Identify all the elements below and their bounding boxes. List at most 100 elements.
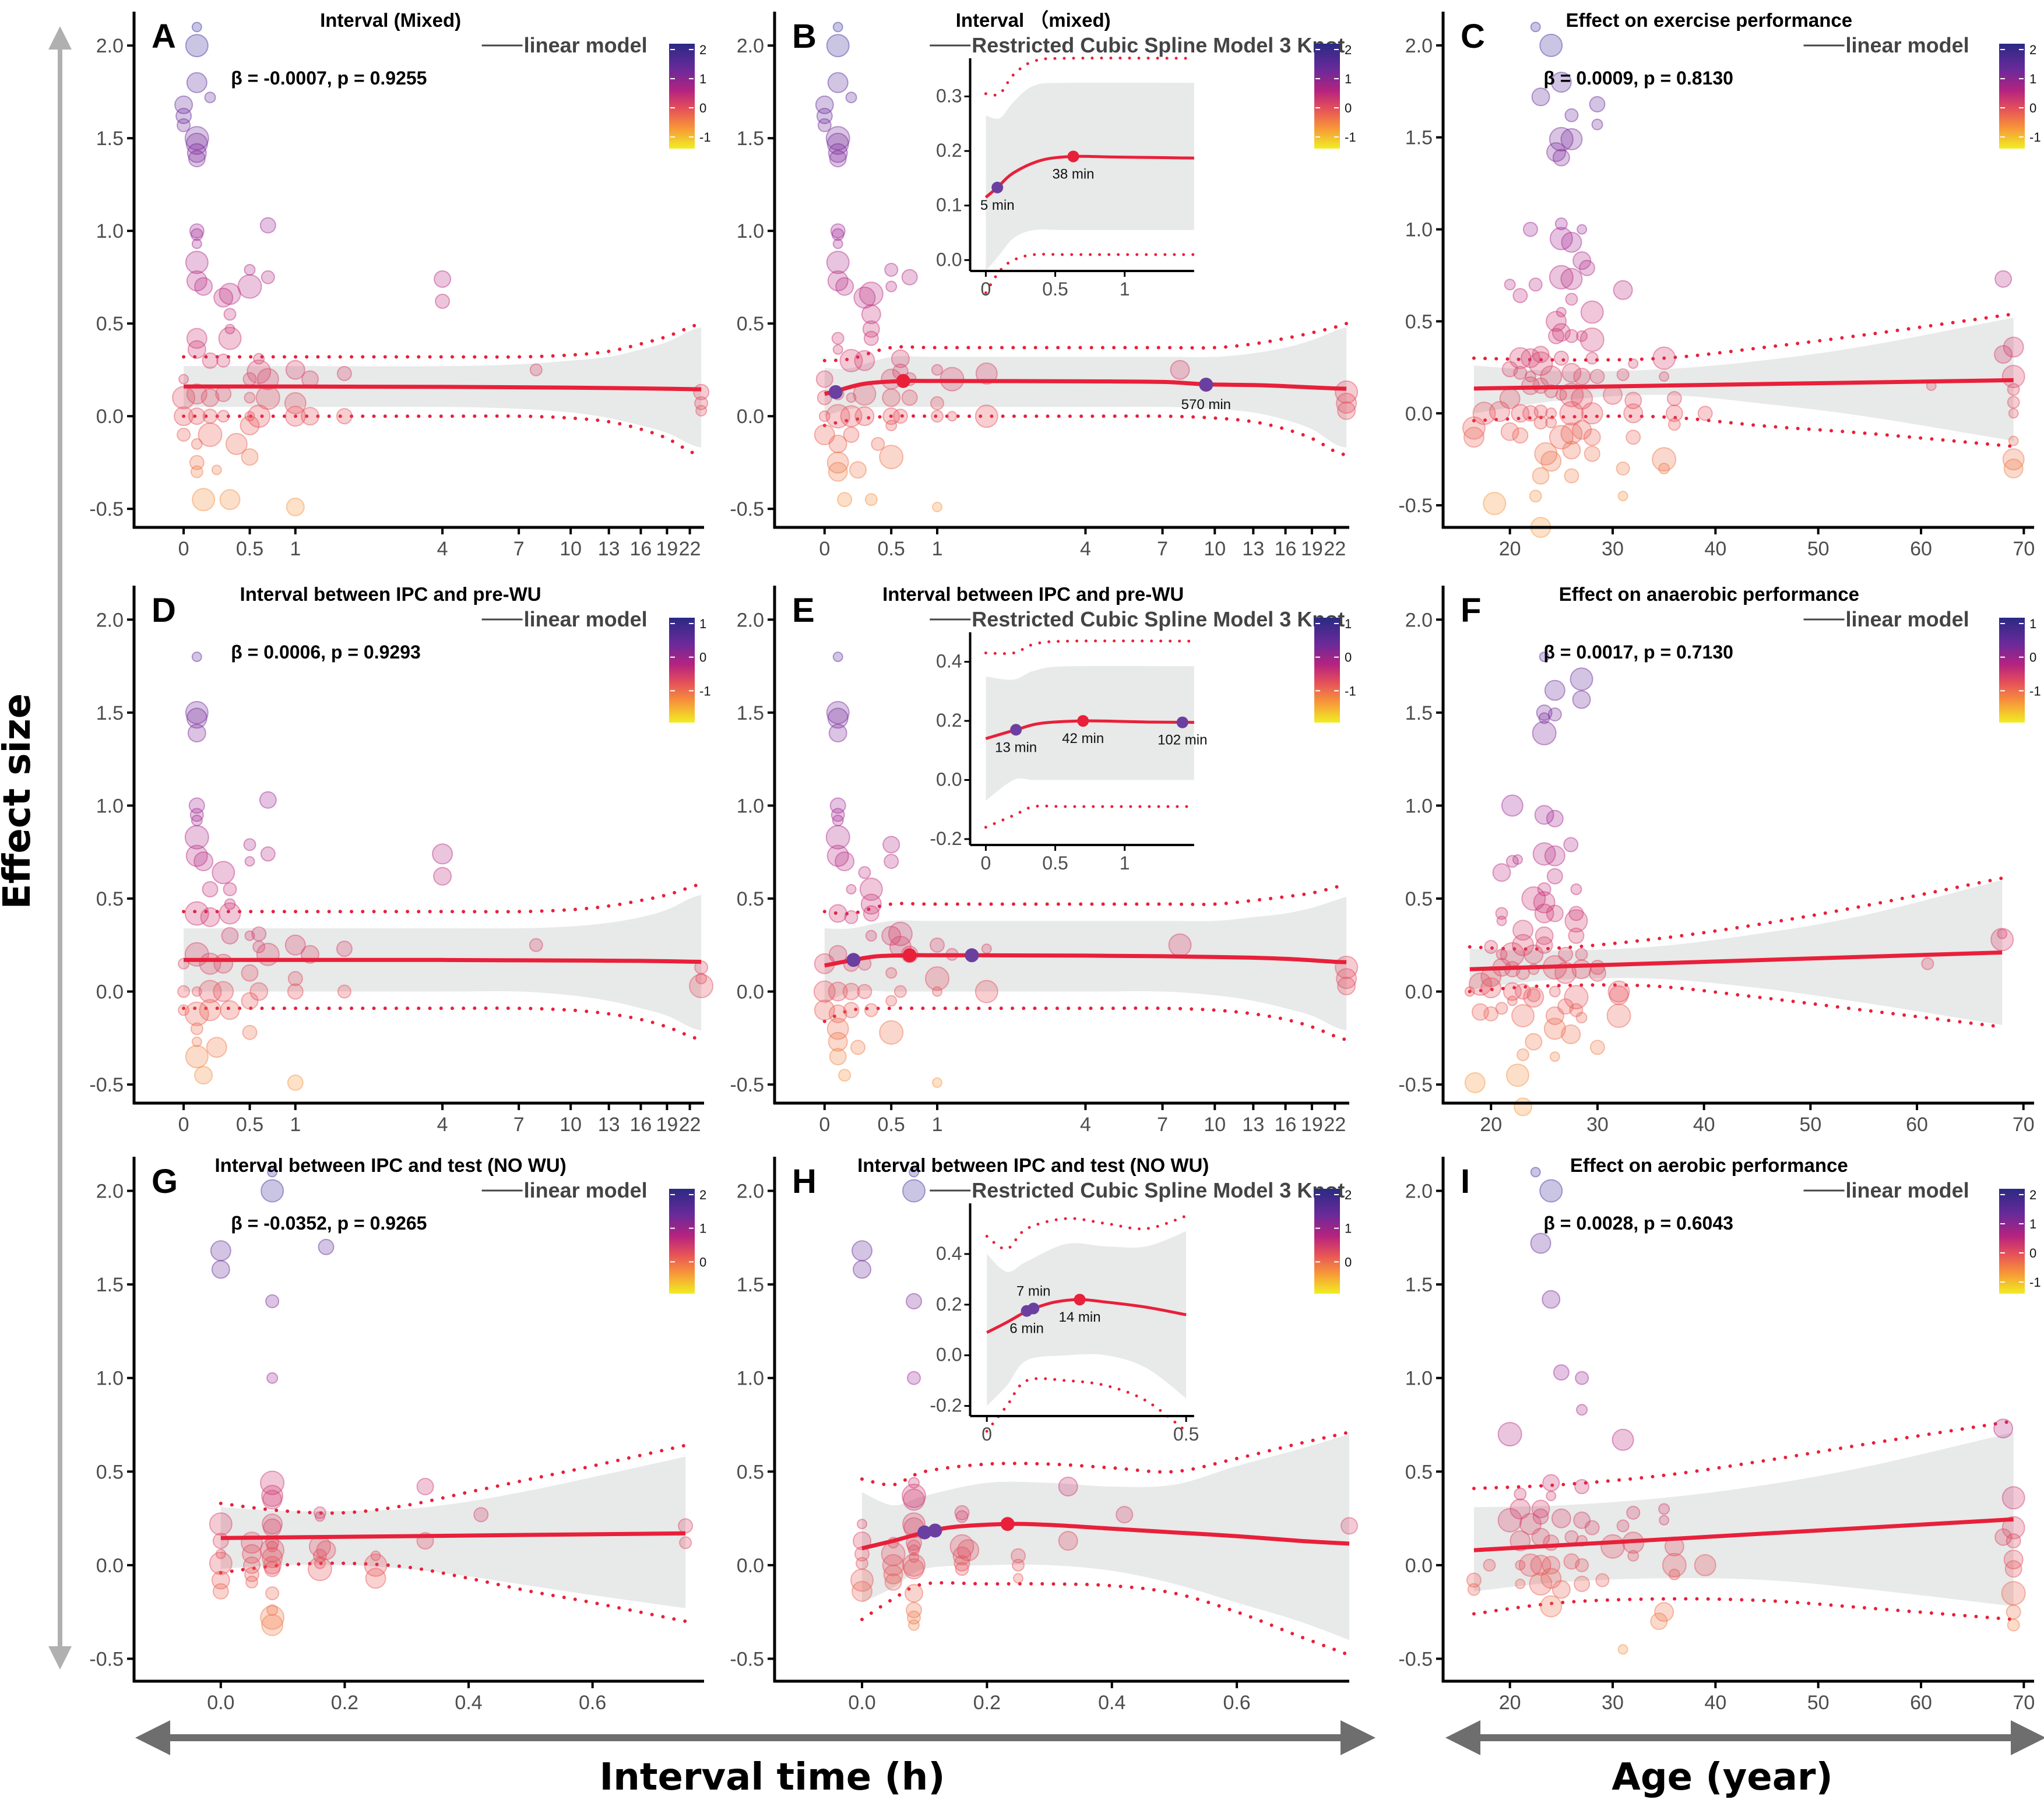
x-axis-label-age: Age (year)	[1612, 1756, 1833, 1799]
data-point	[1667, 418, 1681, 431]
y-tick-label: 2.0	[96, 35, 124, 57]
y-tick-label: -0.5	[730, 498, 764, 520]
data-point	[1546, 1491, 1557, 1501]
data-point	[1561, 1024, 1581, 1044]
data-point	[1529, 490, 1542, 503]
data-point	[178, 1004, 190, 1016]
colorbar	[1999, 44, 2025, 149]
data-point	[242, 1544, 262, 1564]
colorbar	[669, 618, 695, 723]
x-tick-label: 4	[437, 538, 448, 560]
y-tick-label: 1.0	[737, 795, 764, 817]
data-point	[1666, 391, 1682, 406]
inset-y-tick-label: 0.2	[936, 710, 962, 731]
data-point	[202, 409, 218, 424]
data-point	[1558, 946, 1574, 962]
data-point	[174, 406, 194, 427]
data-point	[1505, 855, 1519, 868]
x-tick-label: 60	[1910, 1692, 1932, 1714]
data-point	[1652, 346, 1676, 370]
data-point	[826, 451, 849, 474]
data-point	[213, 953, 234, 974]
colorbar	[669, 1189, 695, 1294]
inset-lower-bound	[984, 252, 1196, 294]
x-tick-label: 4	[437, 1114, 448, 1136]
x-tick-label: 19	[1301, 1114, 1323, 1136]
data-point	[191, 652, 202, 663]
data-point	[842, 983, 860, 1001]
x-tick-label: 19	[1301, 538, 1323, 560]
data-point	[2008, 435, 2019, 446]
colorbar-tick-label: 0	[699, 1255, 706, 1269]
data-point	[1990, 928, 2014, 952]
data-point	[1512, 920, 1533, 941]
data-point	[177, 985, 191, 998]
x-tick-label: 60	[1910, 538, 1932, 560]
data-point	[815, 370, 833, 388]
data-point	[892, 409, 908, 424]
data-point	[1583, 428, 1601, 446]
y-tick-label: 0.0	[96, 1555, 124, 1577]
stat-annotation: β = -0.0352, p = 0.9265	[231, 1213, 427, 1234]
colorbar	[1314, 618, 1340, 723]
data-point	[1501, 361, 1518, 378]
data-point	[264, 1561, 281, 1577]
data-point	[370, 1550, 381, 1561]
data-point	[190, 228, 203, 241]
data-point	[194, 277, 213, 296]
data-point	[832, 22, 843, 33]
data-point	[1575, 1558, 1589, 1572]
data-point	[1542, 1290, 1561, 1309]
inset-knot-label: 6 min	[1009, 1321, 1044, 1337]
data-point	[200, 388, 220, 407]
data-point	[1626, 1505, 1641, 1520]
data-point	[1552, 1580, 1571, 1599]
data-point	[2003, 459, 2024, 478]
data-point	[177, 428, 191, 442]
data-point	[1573, 1511, 1591, 1529]
data-point	[864, 1003, 878, 1017]
x-axis-label-interval: Interval time (h)	[599, 1756, 945, 1799]
data-point	[825, 404, 850, 429]
data-point	[252, 940, 266, 953]
data-point	[243, 1556, 261, 1574]
data-point	[191, 22, 202, 33]
data-point	[1464, 1072, 1486, 1093]
y-tick-label: 1.0	[1405, 795, 1433, 817]
data-point	[852, 1580, 873, 1602]
data-point	[903, 1558, 924, 1580]
inset-knot-marker	[1010, 724, 1022, 736]
data-point	[909, 1167, 919, 1178]
data-point	[1560, 267, 1583, 290]
inset-confidence-band	[986, 82, 1194, 271]
data-point	[473, 1507, 489, 1523]
stat-annotation: β = 0.0009, p = 0.8130	[1543, 68, 1733, 89]
y-tick-label: 1.0	[96, 220, 124, 242]
data-point	[885, 995, 898, 1007]
data-point	[813, 980, 836, 1003]
data-point	[932, 502, 942, 512]
data-point	[1579, 328, 1605, 352]
legend-label: linear model	[524, 33, 648, 57]
data-point	[882, 1554, 905, 1576]
data-point	[1546, 142, 1566, 162]
data-point	[191, 986, 202, 997]
inset-plot: 6 min 7 min 14 min -0.2 0.0 0.2 0.4 0 0.5	[930, 1203, 1199, 1445]
stat-annotation: β = -0.0007, p = 0.9255	[231, 68, 427, 89]
colorbar-tick-label: 1	[2029, 1217, 2036, 1231]
lower-dotted-bound	[182, 1006, 703, 1042]
data-point	[185, 844, 208, 867]
data-point	[1537, 882, 1552, 896]
data-point	[1011, 1548, 1026, 1563]
data-point	[336, 941, 353, 957]
data-point	[223, 882, 237, 896]
data-point	[1574, 1479, 1590, 1494]
data-point	[1659, 371, 1670, 382]
data-point	[906, 1602, 922, 1618]
y-tick-label: -0.5	[89, 1074, 124, 1096]
data-point	[974, 404, 998, 428]
data-point	[1578, 259, 1595, 276]
x-tick-label: 0.4	[455, 1692, 482, 1714]
data-point	[212, 861, 235, 885]
data-point	[857, 984, 873, 999]
